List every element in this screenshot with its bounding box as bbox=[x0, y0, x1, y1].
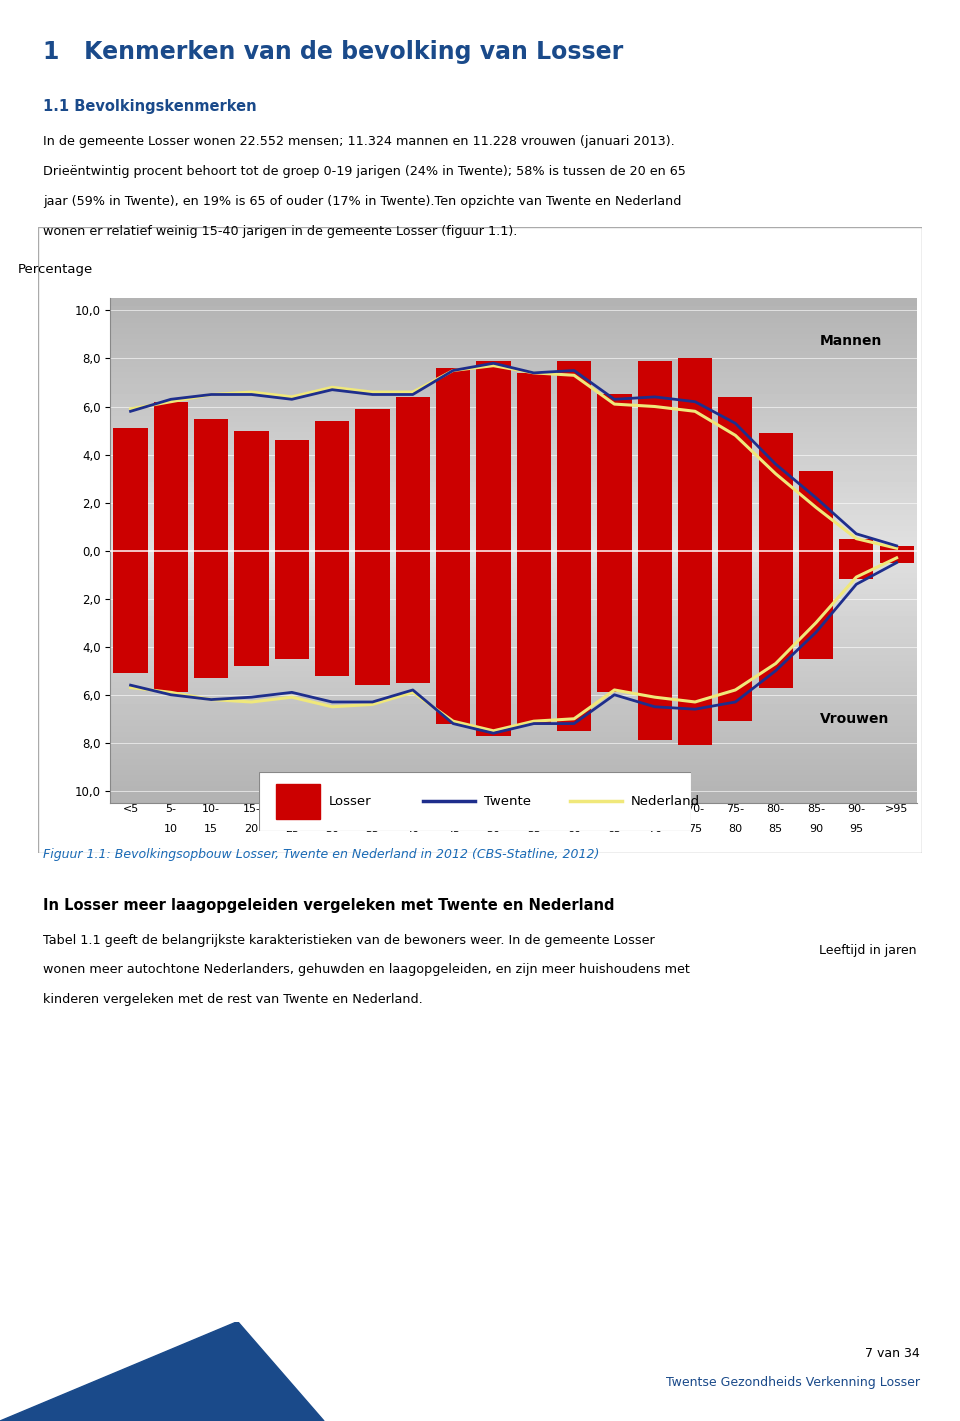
Text: 75: 75 bbox=[688, 824, 702, 834]
Text: Figuur 1.1: Bevolkingsopbouw Losser, Twente en Nederland in 2012 (CBS-Statline, : Figuur 1.1: Bevolkingsopbouw Losser, Twe… bbox=[43, 848, 600, 861]
Bar bbox=[516, 372, 551, 550]
Text: wonen meer autochtone Nederlanders, gehuwden en laagopgeleiden, en zijn meer hui: wonen meer autochtone Nederlanders, gehu… bbox=[43, 963, 690, 976]
Text: 15: 15 bbox=[204, 824, 218, 834]
Bar bbox=[275, 550, 309, 659]
Text: In Losser meer laagopgeleiden vergeleken met Twente en Nederland: In Losser meer laagopgeleiden vergeleken… bbox=[43, 898, 614, 914]
Text: 10: 10 bbox=[164, 824, 178, 834]
Bar bbox=[194, 550, 228, 678]
Bar bbox=[758, 550, 793, 688]
Text: jaar (59% in Twente), en 19% is 65 of ouder (17% in Twente).Ten opzichte van Twe: jaar (59% in Twente), en 19% is 65 of ou… bbox=[43, 195, 682, 207]
Bar bbox=[436, 550, 470, 723]
Bar bbox=[758, 433, 793, 550]
Bar bbox=[718, 396, 753, 550]
Text: 50: 50 bbox=[487, 824, 500, 834]
Text: 80: 80 bbox=[729, 824, 742, 834]
Text: Twentse Gezondheids Verkenning Losser: Twentse Gezondheids Verkenning Losser bbox=[665, 1376, 920, 1388]
Bar bbox=[276, 783, 320, 820]
Bar bbox=[637, 550, 672, 740]
Text: 20: 20 bbox=[245, 824, 258, 834]
Text: Drieëntwintig procent behoort tot de groep 0-19 jarigen (24% in Twente); 58% is : Drieëntwintig procent behoort tot de gro… bbox=[43, 165, 686, 178]
Bar bbox=[315, 421, 349, 550]
Text: 30: 30 bbox=[325, 824, 339, 834]
Bar bbox=[113, 428, 148, 550]
Bar bbox=[557, 361, 591, 550]
Bar bbox=[839, 539, 874, 550]
Text: In de gemeente Losser wonen 22.552 mensen; 11.324 mannen en 11.228 vrouwen (janu: In de gemeente Losser wonen 22.552 mense… bbox=[43, 135, 675, 148]
Text: Losser: Losser bbox=[328, 794, 371, 809]
Bar bbox=[315, 550, 349, 675]
Bar bbox=[637, 361, 672, 550]
Bar bbox=[154, 402, 188, 550]
Text: 65: 65 bbox=[608, 824, 621, 834]
Text: 60: 60 bbox=[567, 824, 581, 834]
Bar bbox=[516, 550, 551, 723]
Text: 45: 45 bbox=[446, 824, 460, 834]
Text: 55: 55 bbox=[527, 824, 540, 834]
Bar bbox=[799, 472, 833, 550]
Bar bbox=[234, 550, 269, 666]
Text: 40: 40 bbox=[406, 824, 420, 834]
Bar bbox=[678, 358, 712, 550]
Text: Leeftijd in jaren: Leeftijd in jaren bbox=[819, 944, 917, 958]
Text: Nederland: Nederland bbox=[631, 794, 700, 809]
Bar bbox=[476, 550, 511, 736]
Bar bbox=[597, 395, 632, 550]
Text: wonen er relatief weinig 15-40 jarigen in de gemeente Losser (figuur 1.1).: wonen er relatief weinig 15-40 jarigen i… bbox=[43, 225, 517, 237]
Bar bbox=[154, 550, 188, 692]
Text: Mannen: Mannen bbox=[820, 334, 882, 348]
Bar bbox=[879, 550, 914, 563]
Bar bbox=[678, 550, 712, 745]
Polygon shape bbox=[0, 1322, 324, 1421]
Text: Twente: Twente bbox=[484, 794, 531, 809]
Text: kinderen vergeleken met de rest van Twente en Nederland.: kinderen vergeleken met de rest van Twen… bbox=[43, 993, 423, 1006]
Bar bbox=[597, 550, 632, 692]
Bar bbox=[476, 361, 511, 550]
Bar bbox=[718, 550, 753, 722]
Bar bbox=[234, 431, 269, 550]
Bar bbox=[557, 550, 591, 730]
Bar bbox=[113, 550, 148, 674]
Bar bbox=[194, 419, 228, 550]
Text: 85: 85 bbox=[769, 824, 782, 834]
Text: 1   Kenmerken van de bevolking van Losser: 1 Kenmerken van de bevolking van Losser bbox=[43, 40, 623, 64]
Bar bbox=[879, 546, 914, 550]
Bar bbox=[396, 550, 430, 682]
Bar bbox=[355, 409, 390, 550]
Text: Tabel 1.1 geeft de belangrijkste karakteristieken van de bewoners weer. In de ge: Tabel 1.1 geeft de belangrijkste karakte… bbox=[43, 934, 655, 946]
Bar bbox=[275, 441, 309, 550]
Bar bbox=[839, 550, 874, 580]
Text: 7 van 34: 7 van 34 bbox=[865, 1347, 920, 1360]
Text: 70: 70 bbox=[648, 824, 661, 834]
Text: Percentage: Percentage bbox=[17, 263, 93, 276]
Text: 90: 90 bbox=[809, 824, 823, 834]
Text: 25: 25 bbox=[285, 824, 299, 834]
Bar bbox=[355, 550, 390, 685]
Bar bbox=[799, 550, 833, 659]
Text: 95: 95 bbox=[850, 824, 863, 834]
Text: Vrouwen: Vrouwen bbox=[820, 712, 889, 726]
Text: 35: 35 bbox=[366, 824, 379, 834]
Text: 1.1 Bevolkingskenmerken: 1.1 Bevolkingskenmerken bbox=[43, 99, 257, 115]
Bar bbox=[436, 368, 470, 550]
Bar bbox=[396, 396, 430, 550]
